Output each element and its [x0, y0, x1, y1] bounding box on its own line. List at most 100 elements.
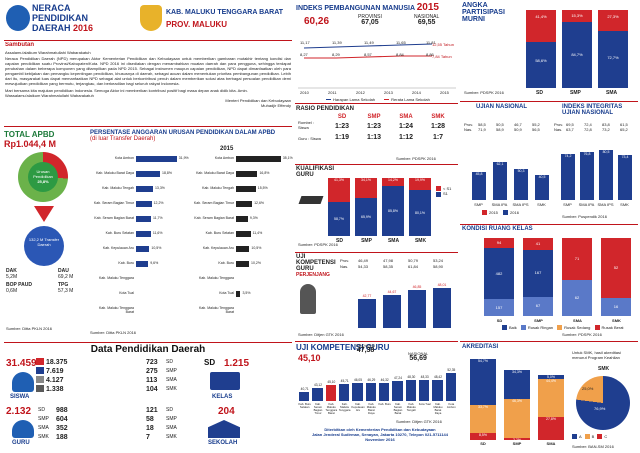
rasio-guru-smk: 1:7	[432, 134, 444, 141]
un-prov-3: 55,2	[532, 122, 540, 127]
rasio-guru-sma: 1:12	[398, 134, 413, 141]
apbd-dak-label: DAK	[6, 268, 17, 274]
sambutan-signature-1: Menteri Pendidikan dan Kebudayaan	[225, 98, 291, 103]
ukgp-nas-3: 58,90	[433, 264, 444, 269]
dp-sekolah-sub-3: SMK	[166, 434, 177, 440]
dp-sekolah-3: 7	[146, 434, 150, 441]
un-section: UJIAN NASIONAL INDEKS INTEGRITAS UJIAN N…	[462, 104, 638, 222]
un-nas-3: 56,5	[532, 127, 540, 132]
akr-smk-a: 76,9%	[594, 406, 606, 411]
kualifikasi-source: Sumber: PDSPK 2016	[298, 242, 338, 247]
ukg-region-label: Kab. Maluku Barat Daya	[366, 402, 376, 415]
iiun-group-1: SMA IPA	[578, 202, 595, 207]
apbd-dau: DAU 69,2 M	[58, 268, 73, 280]
ukgp-bar	[383, 295, 401, 328]
ipm-hls-line	[303, 43, 433, 49]
apm-sma-top: 27,3%	[598, 10, 628, 31]
ukg-bar	[405, 379, 416, 401]
apbd-dak-value: 5,2M	[6, 274, 18, 280]
ipm-year-5: 2015	[440, 90, 449, 95]
rasio-guru-smp: 1:13	[366, 134, 381, 141]
persentase-value: 10,2%	[251, 261, 261, 265]
apbd-donut: Urusan Pendidikan 25,8%	[18, 152, 68, 202]
persentase-row-label: Kab. Kepulauan Aru	[202, 246, 234, 250]
apbd-dau-label: DAU	[58, 268, 69, 274]
ruang-bar-segment: 62	[562, 279, 592, 316]
persentase-row-label: Kab. Buru Selatan	[205, 231, 234, 235]
sambutan-divider	[4, 126, 292, 127]
persentase-bar	[236, 216, 248, 222]
ukg-bar	[419, 379, 430, 401]
ukg-value: 52,35	[447, 368, 456, 373]
sambutan-greeting: Assalamu'alaikum Warahmatullahi Wabaraka…	[5, 50, 91, 55]
akr-bar-segment: 46,3%	[504, 399, 530, 439]
ruang-group-1: SMP	[534, 318, 543, 323]
iiun-groups: SMP SMA IPA SMA IPS SMK	[558, 202, 636, 207]
ukg-value: 48,33	[420, 374, 429, 379]
persentase-row-label: Kab. Maluku Barat Daya	[96, 171, 134, 175]
un-prov-1: 50,5	[496, 122, 504, 127]
ipm-year-1: 2011	[328, 90, 337, 95]
apbd-section: TOTAL APBD Rp1.044,4 M Urusan Pendidikan…	[4, 130, 86, 340]
persentase-bar	[236, 201, 253, 207]
apm-bar-smp: 15,3% 84,7%	[562, 10, 592, 88]
persentase-bar	[236, 231, 251, 237]
ipm-legend-hls: Harapan Lama Sekolah	[333, 97, 376, 102]
iiun-bar: 74,2	[561, 154, 575, 200]
apm-label-sd: SD	[536, 90, 543, 96]
rasio-h-sma: SMA	[399, 114, 413, 120]
ruang-source: Sumber: PDSPK 2016	[562, 332, 602, 337]
ruang-bar-segment: 167	[523, 249, 553, 297]
rasio-table: SD SMP SMA SMK 1:23 1:23 1:24 1:28 1:19 …	[326, 114, 456, 141]
right-divider-2	[460, 224, 638, 225]
ukg-region-label: Kab. Maluku Tengah	[406, 402, 416, 412]
persentase-row-label: Kab. Buru	[118, 261, 134, 265]
akr-bar-segment: 34,3%	[504, 370, 530, 400]
un-legend: 2015 2016	[482, 210, 519, 216]
teacher-icon	[300, 284, 316, 314]
grad-cap-icon	[298, 196, 324, 204]
persentase-value: 16,8%	[259, 171, 270, 175]
ipm-rls-4: 8,86	[426, 52, 434, 57]
dp-guru-j-0: SD	[38, 407, 45, 413]
ipm-year-3: 2013	[384, 90, 393, 95]
left-divider-2	[4, 342, 292, 343]
dp-sekolah-1: 58	[146, 416, 154, 423]
teacher-group-icon	[12, 420, 34, 438]
dp-sekolah-2: 18	[146, 425, 154, 432]
ukgp-nas-1: 58,35	[383, 264, 394, 269]
ukg-region-label: Kab. Maluku Tenggara	[338, 402, 351, 412]
ukg-region-label: Kab. Kepulauan Aru	[351, 402, 365, 412]
ipm-year-0: 2010	[300, 90, 309, 95]
akr-legend-b: B	[591, 434, 595, 439]
iiun-nas-1: 72,8	[584, 127, 592, 132]
ruang-bars: 94 482 157 41 167 67 71 62 52 16	[480, 238, 636, 316]
persentase-bar	[236, 156, 281, 162]
footer-line-3: November 2016	[365, 437, 395, 442]
iiun-bars: 74,2 76,8 80,5 73,4	[558, 138, 636, 200]
persentase-row-label: Kab. Buru	[218, 261, 234, 265]
persentase-row-label: Kab. Seram Bagian Barat	[194, 216, 234, 220]
un-legend-2015: 2015	[489, 210, 498, 215]
ukg-bar	[392, 381, 403, 401]
persentase-value: 10,5%	[251, 246, 262, 250]
iiun-prov-label: Prov.	[554, 122, 564, 127]
apbd-source: Sumber: Ditta PKLN 2016	[6, 326, 53, 331]
persentase-row-label: Kota Tual	[219, 291, 234, 295]
ruang-legend-1: Rusak Ringan	[527, 325, 554, 330]
iiun-bar: 80,5	[599, 150, 613, 200]
mid-divider-3	[295, 252, 458, 253]
dp-sekolah-list: 121 SD 58 SMP 18 SMA 7 SMK	[146, 406, 186, 442]
ipm-prov: PROVINSI 67,05	[358, 14, 382, 26]
ruang-groups: SD SMP SMA SMK	[480, 318, 636, 323]
persentase-bar	[136, 201, 152, 207]
persentase-value: 11,7%	[152, 216, 163, 220]
kualifikasi-bar-top: 41,3%	[328, 178, 350, 202]
province-name: PROV. MALUKU	[166, 20, 228, 29]
ruang-bar-segment: 52	[601, 238, 631, 298]
dp-siswa-list: 18.375 7.619 4.127 1.338	[36, 358, 67, 394]
akr-group-0: SD	[480, 441, 486, 446]
header-year: 2016	[73, 23, 94, 33]
kualifikasi-bar-top: 34,1%	[355, 178, 377, 198]
akr-bar-segment: 27,8%	[538, 416, 564, 440]
